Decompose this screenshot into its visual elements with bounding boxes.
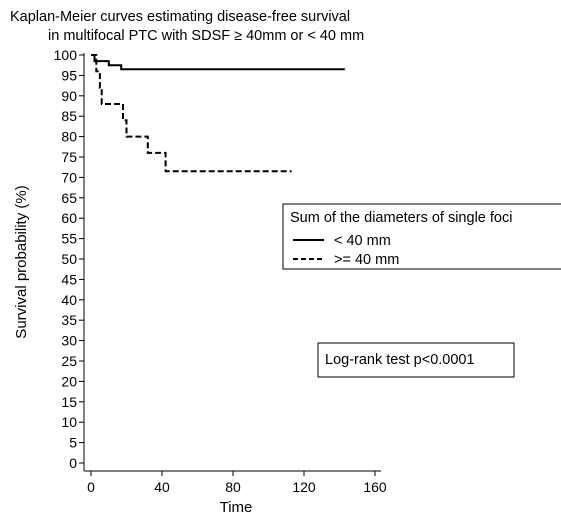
y-tick-label: 40	[61, 292, 77, 308]
y-axis-label: Survival probability (%)	[13, 185, 30, 338]
y-tick-label: 75	[61, 149, 77, 165]
y-tick-label: 10	[61, 414, 77, 430]
log-rank-text: Log-rank test p<0.0001	[325, 352, 475, 368]
legend-entry-ge-40: >= 40 mm	[334, 252, 399, 268]
survival-curve-lt-40mm	[91, 54, 345, 71]
chart-title: Kaplan-Meier curves estimating disease-f…	[10, 9, 364, 44]
y-tick-label: 15	[61, 394, 77, 410]
legend-title: Sum of the diameters of single foci	[290, 210, 512, 226]
chart-title-line-2: in multifocal PTC with SDSF ≥ 40mm or < …	[48, 28, 364, 44]
annotation-box	[317, 342, 515, 378]
y-tick-label: 20	[61, 373, 77, 389]
y-tick-label: 0	[69, 455, 77, 471]
y-tick-label: 95	[61, 67, 77, 83]
legend: Sum of the diameters of single foci < 40…	[282, 203, 561, 270]
y-tick-label: 50	[61, 251, 77, 267]
legend-box	[282, 203, 561, 270]
y-tick-label: 55	[61, 231, 77, 247]
y-tick-label: 5	[69, 435, 77, 451]
y-tick-label: 85	[61, 108, 77, 124]
y-tick-label: 70	[61, 169, 77, 185]
y-tick-label: 35	[61, 312, 77, 328]
x-axis-label: Time	[220, 499, 253, 516]
x-tick-label: 80	[225, 479, 241, 495]
survival-curve-ge-40mm	[91, 54, 292, 173]
x-tick-label: 160	[363, 479, 387, 495]
log-rank-annotation: Log-rank test p<0.0001	[317, 342, 515, 378]
x-tick-label: 40	[154, 479, 170, 495]
y-axis-ticks: 0 5 10 15 20 25 30 35 40 45 50 55 60 65 70 75 80 85 90 95 10…	[54, 47, 84, 471]
y-tick-label: 80	[61, 129, 77, 145]
legend-entry-lt-40: < 40 mm	[334, 233, 391, 249]
y-tick-label: 100	[54, 47, 78, 63]
y-tick-label: 65	[61, 190, 77, 206]
x-tick-label: 120	[292, 479, 316, 495]
y-tick-label: 60	[61, 210, 77, 226]
y-tick-label: 30	[61, 333, 77, 349]
y-tick-label: 90	[61, 88, 77, 104]
survival-curves	[91, 54, 345, 173]
chart-title-line-1: Kaplan-Meier curves estimating disease-f…	[10, 9, 350, 25]
y-tick-label: 45	[61, 271, 77, 287]
x-axis-ticks: 0 40 80 120 160	[87, 471, 387, 495]
y-tick-label: 25	[61, 353, 77, 369]
x-tick-label: 0	[87, 479, 95, 495]
